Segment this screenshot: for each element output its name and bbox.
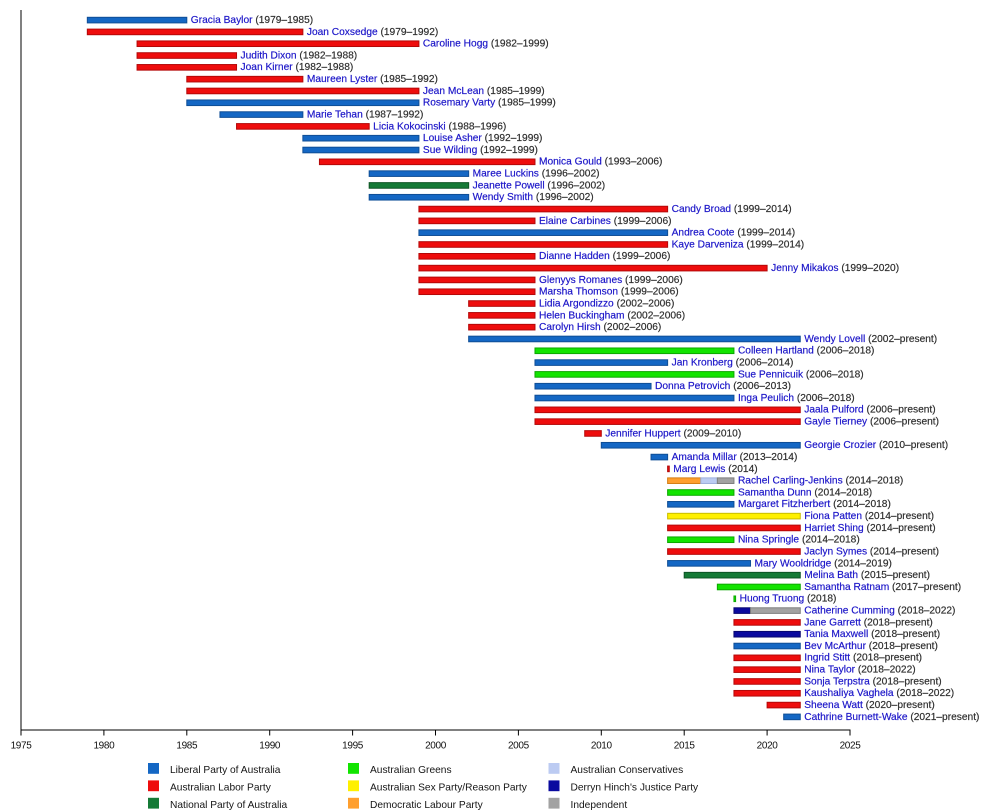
- svg-text:1985: 1985: [176, 741, 198, 752]
- svg-text:Jenny Mikakos (1999–2020): Jenny Mikakos (1999–2020): [771, 263, 899, 274]
- svg-text:2015: 2015: [674, 741, 696, 752]
- svg-text:Harriet Shing (2014–present): Harriet Shing (2014–present): [804, 523, 935, 534]
- svg-text:Louise Asher (1992–1999): Louise Asher (1992–1999): [423, 133, 543, 144]
- svg-text:1990: 1990: [259, 741, 281, 752]
- svg-text:Catherine Cumming (2018–2022): Catherine Cumming (2018–2022): [804, 606, 955, 617]
- svg-text:Nina Springle (2014–2018): Nina Springle (2014–2018): [738, 535, 860, 546]
- svg-text:Derryn Hinch's Justice Party: Derryn Hinch's Justice Party: [571, 783, 700, 794]
- svg-text:Lidia Argondizzo (2002–2006): Lidia Argondizzo (2002–2006): [539, 298, 674, 309]
- svg-text:Jeanette Powell (1996–2002): Jeanette Powell (1996–2002): [473, 180, 606, 191]
- svg-text:Samantha Ratnam (2017–present): Samantha Ratnam (2017–present): [804, 582, 961, 593]
- svg-text:Melina Bath (2015–present): Melina Bath (2015–present): [804, 570, 930, 581]
- svg-text:2005: 2005: [508, 741, 530, 752]
- svg-text:Gracia Baylor (1979–1985): Gracia Baylor (1979–1985): [191, 15, 313, 26]
- svg-text:Maree Luckins (1996–2002): Maree Luckins (1996–2002): [473, 169, 600, 180]
- svg-text:Monica Gould (1993–2006): Monica Gould (1993–2006): [539, 157, 662, 168]
- svg-text:Rosemary Varty (1985–1999): Rosemary Varty (1985–1999): [423, 98, 556, 109]
- svg-text:Judith Dixon (1982–1988): Judith Dixon (1982–1988): [241, 50, 358, 61]
- svg-text:Gayle Tierney (2006–present): Gayle Tierney (2006–present): [804, 417, 939, 428]
- svg-text:Colleen Hartland (2006–2018): Colleen Hartland (2006–2018): [738, 346, 875, 357]
- svg-text:Kaye Darveniza (1999–2014): Kaye Darveniza (1999–2014): [672, 239, 805, 250]
- svg-text:Donna Petrovich (2006–2013): Donna Petrovich (2006–2013): [655, 381, 791, 392]
- svg-text:Kaushaliya Vaghela (2018–2022): Kaushaliya Vaghela (2018–2022): [804, 688, 954, 699]
- svg-text:Helen Buckingham (2002–2006): Helen Buckingham (2002–2006): [539, 310, 685, 321]
- svg-text:Independent: Independent: [571, 800, 628, 810]
- svg-text:Candy Broad (1999–2014): Candy Broad (1999–2014): [672, 204, 792, 215]
- svg-text:1995: 1995: [342, 741, 364, 752]
- svg-text:2010: 2010: [591, 741, 613, 752]
- svg-text:Rachel Carling-Jenkins (2014–2: Rachel Carling-Jenkins (2014–2018): [738, 476, 903, 487]
- svg-text:Licia Kokocinski (1988–1996): Licia Kokocinski (1988–1996): [373, 121, 506, 132]
- svg-text:Marg Lewis (2014): Marg Lewis (2014): [673, 464, 757, 475]
- svg-text:Elaine Carbines (1999–2006): Elaine Carbines (1999–2006): [539, 216, 672, 227]
- svg-text:Marie Tehan (1987–1992): Marie Tehan (1987–1992): [307, 109, 424, 120]
- svg-text:Jane Garrett (2018–present): Jane Garrett (2018–present): [804, 617, 933, 628]
- svg-text:Sheena Watt (2020–present): Sheena Watt (2020–present): [804, 700, 934, 711]
- svg-text:Democratic Labour Party: Democratic Labour Party: [370, 800, 484, 810]
- svg-text:Jan Kronberg (2006–2014): Jan Kronberg (2006–2014): [672, 357, 794, 368]
- svg-text:Cathrine Burnett-Wake (2021–pr: Cathrine Burnett-Wake (2021–present): [804, 712, 979, 723]
- svg-text:Australian Sex Party/Reason Pa: Australian Sex Party/Reason Party: [370, 783, 528, 794]
- svg-text:Sue Wilding (1992–1999): Sue Wilding (1992–1999): [423, 145, 538, 156]
- svg-text:Wendy Smith (1996–2002): Wendy Smith (1996–2002): [473, 192, 594, 203]
- svg-text:Andrea Coote (1999–2014): Andrea Coote (1999–2014): [672, 228, 795, 239]
- svg-text:Glenyys Romanes (1999–2006): Glenyys Romanes (1999–2006): [539, 275, 683, 286]
- svg-text:Jaala Pulford (2006–present): Jaala Pulford (2006–present): [804, 405, 935, 416]
- svg-text:Maureen Lyster (1985–1992): Maureen Lyster (1985–1992): [307, 74, 438, 85]
- svg-text:Amanda Millar (2013–2014): Amanda Millar (2013–2014): [672, 452, 798, 463]
- svg-text:Caroline Hogg (1982–1999): Caroline Hogg (1982–1999): [423, 39, 549, 50]
- svg-text:National Party of Australia: National Party of Australia: [170, 800, 288, 810]
- svg-text:Inga Peulich (2006–2018): Inga Peulich (2006–2018): [738, 393, 855, 404]
- svg-text:Marsha Thomson (1999–2006): Marsha Thomson (1999–2006): [539, 287, 679, 298]
- svg-text:Australian Greens: Australian Greens: [370, 765, 452, 776]
- svg-text:Margaret Fitzherbert (2014–201: Margaret Fitzherbert (2014–2018): [738, 499, 891, 510]
- svg-text:Australian Labor Party: Australian Labor Party: [170, 783, 272, 794]
- svg-text:Jean McLean (1985–1999): Jean McLean (1985–1999): [423, 86, 545, 97]
- svg-text:Joan Coxsedge (1979–1992): Joan Coxsedge (1979–1992): [307, 27, 438, 38]
- svg-text:Tania Maxwell (2018–present): Tania Maxwell (2018–present): [804, 629, 940, 640]
- svg-text:Joan Kirner (1982–1988): Joan Kirner (1982–1988): [241, 62, 354, 73]
- svg-text:Nina Taylor (2018–2022): Nina Taylor (2018–2022): [804, 665, 915, 676]
- svg-text:Huong Truong (2018): Huong Truong (2018): [740, 594, 837, 605]
- svg-text:Sonja Terpstra (2018–present): Sonja Terpstra (2018–present): [804, 676, 941, 687]
- svg-text:Georgie Crozier (2010–present): Georgie Crozier (2010–present): [804, 440, 948, 451]
- svg-text:2000: 2000: [425, 741, 447, 752]
- svg-text:Carolyn Hirsh (2002–2006): Carolyn Hirsh (2002–2006): [539, 322, 661, 333]
- svg-text:Bev McArthur (2018–present): Bev McArthur (2018–present): [804, 641, 938, 652]
- svg-text:Ingrid Stitt (2018–present): Ingrid Stitt (2018–present): [804, 653, 922, 664]
- svg-text:Liberal Party of Australia: Liberal Party of Australia: [170, 765, 281, 776]
- svg-text:Dianne Hadden (1999–2006): Dianne Hadden (1999–2006): [539, 251, 670, 262]
- svg-text:Jennifer Huppert (2009–2010): Jennifer Huppert (2009–2010): [605, 428, 741, 439]
- svg-text:Mary Wooldridge (2014–2019): Mary Wooldridge (2014–2019): [755, 558, 892, 569]
- svg-text:Fiona Patten (2014–present): Fiona Patten (2014–present): [804, 511, 934, 522]
- svg-text:Sue Pennicuik (2006–2018): Sue Pennicuik (2006–2018): [738, 369, 864, 380]
- svg-text:2025: 2025: [840, 741, 862, 752]
- svg-text:Australian Conservatives: Australian Conservatives: [571, 765, 684, 776]
- svg-text:Samantha Dunn (2014–2018): Samantha Dunn (2014–2018): [738, 487, 872, 498]
- svg-text:1980: 1980: [93, 741, 115, 752]
- svg-text:1975: 1975: [11, 741, 33, 752]
- svg-text:2020: 2020: [757, 741, 779, 752]
- svg-text:Wendy Lovell (2002–present): Wendy Lovell (2002–present): [804, 334, 937, 345]
- svg-text:Jaclyn Symes (2014–present): Jaclyn Symes (2014–present): [804, 546, 939, 557]
